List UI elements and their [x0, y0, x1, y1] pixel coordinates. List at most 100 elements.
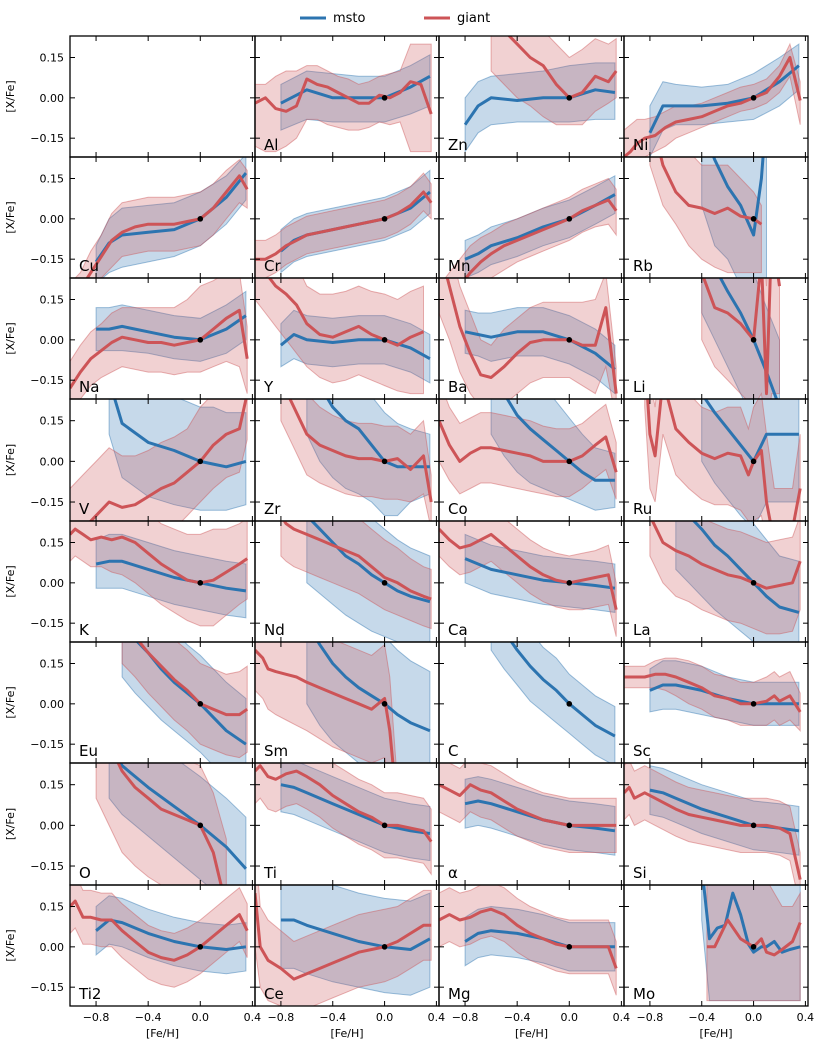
panel-Si-27: Si: [623, 762, 809, 886]
panel-plot-area: [439, 763, 617, 856]
msto-band: [675, 521, 800, 642]
element-label: Al: [264, 136, 278, 154]
giant-line: [624, 56, 802, 157]
element-label: Ti2: [78, 985, 101, 1003]
panel-O-24: O 0.15 0.00 −0.15 [X/Fe]: [4, 762, 256, 886]
giant-band: [70, 399, 248, 521]
x-tick-label: −0.4: [504, 1011, 531, 1024]
giant-band: [649, 157, 762, 274]
panel-plot-area: [255, 763, 433, 876]
msto-line: [309, 521, 431, 604]
element-label: C: [448, 742, 458, 760]
element-label: O: [79, 864, 91, 882]
panel-plot-area: [624, 657, 802, 732]
y-axis-label: [X/Fe]: [4, 80, 17, 112]
legend-label-giant: giant: [457, 11, 490, 26]
element-label: Eu: [79, 742, 98, 760]
panel-empty-0: 0.15 0.00 −0.15 [X/Fe]: [4, 35, 256, 158]
element-label: Mn: [448, 257, 470, 275]
reference-point: [566, 458, 573, 465]
y-tick-label: 0.15: [40, 415, 65, 428]
reference-point: [381, 95, 388, 101]
panel-frame: [623, 884, 809, 1007]
giant-line: [659, 157, 763, 226]
x-tick-label: 0.4: [428, 1011, 446, 1024]
reference-point: [197, 337, 204, 343]
reference-point: [750, 337, 757, 343]
giant-band: [706, 885, 801, 1002]
y-axis-label: [X/Fe]: [4, 444, 17, 476]
giant-line: [255, 892, 432, 981]
panel-plot-area: [439, 885, 618, 996]
panel-Cr-5: Cr: [254, 156, 440, 279]
giant-line: [70, 899, 249, 962]
y-tick-label: 0.15: [40, 901, 65, 914]
panel-plot-area: [624, 763, 802, 885]
x-tick-label: −0.4: [135, 1011, 162, 1024]
reference-point: [750, 944, 757, 950]
giant-band: [444, 177, 617, 278]
msto-line: [509, 642, 616, 738]
reference-point: [566, 944, 573, 950]
giant-band: [439, 399, 617, 500]
msto-band: [280, 309, 431, 384]
giant-band: [701, 278, 780, 399]
panel-Ca-18: Ca: [438, 520, 625, 643]
giant-line: [288, 399, 433, 503]
reference-point: [381, 580, 388, 586]
y-axis-label: [X/Fe]: [4, 929, 17, 961]
msto-line: [96, 314, 247, 342]
reference-point: [750, 580, 757, 586]
x-tick-label: −0.8: [452, 1011, 479, 1024]
giant-line: [706, 918, 802, 957]
element-label: Ru: [633, 500, 652, 518]
panel-Mn-6: Mn: [438, 156, 625, 279]
panel-Cu-4: Cu 0.15 0.00 −0.15 [X/Fe]: [4, 156, 256, 279]
element-label: Mo: [633, 985, 655, 1003]
giant-band: [280, 521, 432, 630]
msto-band: [306, 642, 431, 763]
x-tick-label: 0.0: [745, 1011, 763, 1024]
reference-point: [381, 216, 388, 222]
panel-Al-1: Al: [254, 35, 440, 158]
panel-Mg-30: Mg −0.8 −0.4 0.0 0.4 [Fe/H]: [438, 884, 630, 1040]
panel-K-16: K 0.15 0.00 −0.15 [X/Fe]: [4, 520, 256, 643]
giant-band: [121, 642, 248, 759]
element-label: Zn: [448, 136, 468, 154]
reference-point: [566, 216, 573, 222]
y-axis-label: [X/Fe]: [4, 201, 17, 233]
panel-frame: [69, 35, 256, 158]
y-tick-label: −0.15: [30, 738, 64, 751]
y-tick-label: 0.00: [40, 941, 65, 954]
panel-Ru-15: Ru: [623, 398, 809, 522]
panel-plot-area: [95, 763, 248, 885]
giant-line: [624, 672, 802, 713]
panel-La-19: La: [623, 520, 809, 643]
giant-band: [70, 278, 248, 399]
msto-band: [95, 895, 247, 975]
panel-plot-area: [490, 642, 616, 763]
x-axis-label: [Fe/H]: [330, 1027, 363, 1040]
x-tick-label: 0.0: [376, 1011, 394, 1024]
giant-band: [624, 42, 801, 157]
reference-point: [566, 337, 573, 343]
msto-line: [691, 521, 800, 614]
element-label: Ca: [448, 621, 468, 639]
msto-line: [326, 399, 430, 469]
giant-band: [280, 399, 432, 521]
giant-line: [85, 174, 249, 278]
reference-point: [381, 701, 388, 707]
reference-point: [566, 95, 573, 101]
y-tick-label: 0.00: [40, 455, 65, 468]
y-tick-label: 0.00: [40, 698, 65, 711]
panel-plot-area: [70, 885, 249, 988]
element-label: Co: [448, 500, 468, 518]
giant-line: [464, 198, 618, 278]
element-label: V: [79, 500, 90, 518]
msto-line: [464, 330, 616, 371]
reference-point: [197, 822, 204, 829]
msto-band: [306, 521, 431, 642]
panel-Li-11: Li: [623, 277, 809, 400]
panel-Co-14: Co: [438, 398, 625, 522]
giant-line: [267, 278, 425, 347]
